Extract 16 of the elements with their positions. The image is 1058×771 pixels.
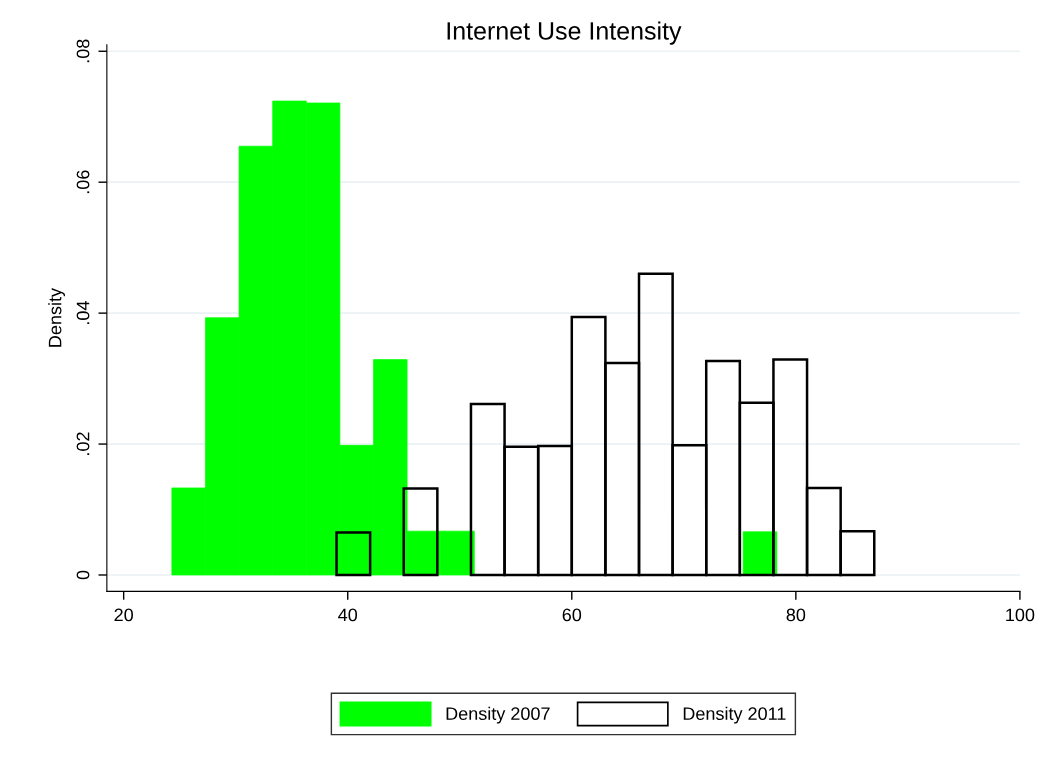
x-tick-label: 60 <box>562 608 582 622</box>
chart-title: Internet Use Intensity <box>447 21 682 45</box>
x-tick-label: 80 <box>786 608 806 622</box>
y-axis-title: Density <box>48 287 66 347</box>
y-tick-label: 0 <box>76 570 90 580</box>
legend-label: Density 2007 <box>446 706 550 724</box>
bar <box>335 531 372 577</box>
x-tick-label: 20 <box>114 608 133 622</box>
y-tick-label: .08 <box>76 39 90 63</box>
y-tick-label: .04 <box>76 301 90 325</box>
x-tick-label: 100 <box>1006 608 1035 622</box>
bar <box>402 487 439 577</box>
x-tick-label: 40 <box>338 608 358 622</box>
y-tick-label: .02 <box>76 432 90 455</box>
legend-label: Density 2011 <box>683 706 786 724</box>
y-tick-label: .06 <box>76 170 90 194</box>
